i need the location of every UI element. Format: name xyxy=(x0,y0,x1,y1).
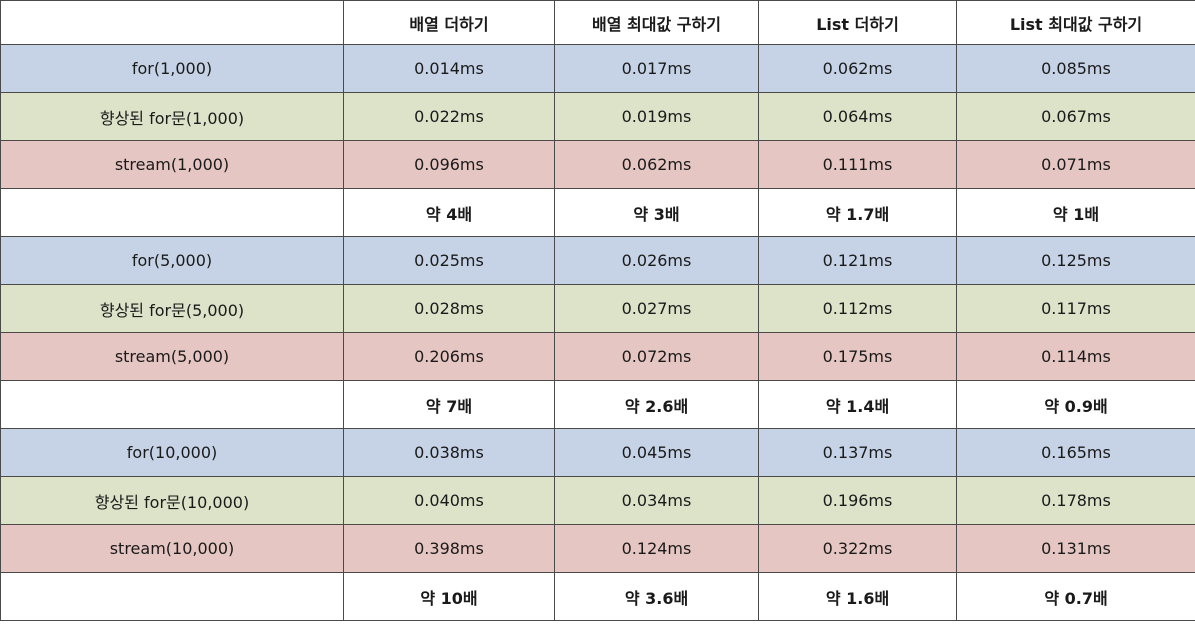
row-label: for(1,000) xyxy=(0,44,344,93)
ratio-row: 약 4배 약 3배 약 1.7배 약 1배 xyxy=(0,188,1195,237)
table-cell: 0.025ms xyxy=(343,236,555,285)
table-cell: 0.096ms xyxy=(343,140,555,189)
row-label: stream(5,000) xyxy=(0,332,344,381)
table-cell: 0.131ms xyxy=(956,524,1195,573)
table-cell: 0.137ms xyxy=(758,428,957,477)
row-label: stream(1,000) xyxy=(0,140,344,189)
table-cell: 0.071ms xyxy=(956,140,1195,189)
table-cell: 0.125ms xyxy=(956,236,1195,285)
row-label: 향상된 for문(5,000) xyxy=(0,284,344,333)
ratio-cell: 약 1.7배 xyxy=(758,188,957,237)
table-cell: 0.117ms xyxy=(956,284,1195,333)
ratio-cell: 약 3배 xyxy=(554,188,759,237)
row-label: 향상된 for문(1,000) xyxy=(0,92,344,141)
table-cell: 0.062ms xyxy=(758,44,957,93)
ratio-row: 약 10배 약 3.6배 약 1.6배 약 0.7배 xyxy=(0,572,1195,621)
table-row: for(5,000) 0.025ms 0.026ms 0.121ms 0.125… xyxy=(0,236,1195,285)
table-cell: 0.022ms xyxy=(343,92,555,141)
table-cell: 0.026ms xyxy=(554,236,759,285)
table-row: stream(1,000) 0.096ms 0.062ms 0.111ms 0.… xyxy=(0,140,1195,189)
ratio-cell: 약 7배 xyxy=(343,380,555,429)
table-row: for(10,000) 0.038ms 0.045ms 0.137ms 0.16… xyxy=(0,428,1195,477)
ratio-cell: 약 4배 xyxy=(343,188,555,237)
table-cell: 0.175ms xyxy=(758,332,957,381)
row-label: for(5,000) xyxy=(0,236,344,285)
table-cell: 0.038ms xyxy=(343,428,555,477)
table-row: for(1,000) 0.014ms 0.017ms 0.062ms 0.085… xyxy=(0,44,1195,93)
table-cell: 0.027ms xyxy=(554,284,759,333)
table-cell: 0.165ms xyxy=(956,428,1195,477)
table-cell: 0.121ms xyxy=(758,236,957,285)
ratio-cell: 약 1.6배 xyxy=(758,572,957,621)
header-row: 배열 더하기 배열 최대값 구하기 List 더하기 List 최대값 구하기 xyxy=(0,0,1195,45)
table-cell: 0.398ms xyxy=(343,524,555,573)
table-cell: 0.072ms xyxy=(554,332,759,381)
ratio-cell: 약 3.6배 xyxy=(554,572,759,621)
ratio-cell: 약 0.7배 xyxy=(956,572,1195,621)
table-cell: 0.206ms xyxy=(343,332,555,381)
table-cell: 0.062ms xyxy=(554,140,759,189)
table-row: stream(10,000) 0.398ms 0.124ms 0.322ms 0… xyxy=(0,524,1195,573)
table-cell: 0.017ms xyxy=(554,44,759,93)
table-cell: 0.196ms xyxy=(758,476,957,525)
table-cell: 0.028ms xyxy=(343,284,555,333)
ratio-cell: 약 1배 xyxy=(956,188,1195,237)
row-label: stream(10,000) xyxy=(0,524,344,573)
header-cell-label xyxy=(0,0,344,45)
row-label xyxy=(0,188,344,237)
header-cell-list-max: List 최대값 구하기 xyxy=(956,0,1195,45)
table-cell: 0.124ms xyxy=(554,524,759,573)
table-cell: 0.322ms xyxy=(758,524,957,573)
table-cell: 0.034ms xyxy=(554,476,759,525)
row-label xyxy=(0,572,344,621)
header-cell-array-max: 배열 최대값 구하기 xyxy=(554,0,759,45)
table-cell: 0.040ms xyxy=(343,476,555,525)
row-label: 향상된 for문(10,000) xyxy=(0,476,344,525)
table-cell: 0.111ms xyxy=(758,140,957,189)
row-label xyxy=(0,380,344,429)
ratio-cell: 약 10배 xyxy=(343,572,555,621)
header-cell-list-sum: List 더하기 xyxy=(758,0,957,45)
ratio-cell: 약 0.9배 xyxy=(956,380,1195,429)
ratio-cell: 약 2.6배 xyxy=(554,380,759,429)
table-cell: 0.045ms xyxy=(554,428,759,477)
table-row: stream(5,000) 0.206ms 0.072ms 0.175ms 0.… xyxy=(0,332,1195,381)
table-row: 향상된 for문(10,000) 0.040ms 0.034ms 0.196ms… xyxy=(0,476,1195,525)
table-row: 향상된 for문(5,000) 0.028ms 0.027ms 0.112ms … xyxy=(0,284,1195,333)
table-cell: 0.014ms xyxy=(343,44,555,93)
table-cell: 0.019ms xyxy=(554,92,759,141)
table-cell: 0.112ms xyxy=(758,284,957,333)
table-row: 향상된 for문(1,000) 0.022ms 0.019ms 0.064ms … xyxy=(0,92,1195,141)
table-cell: 0.114ms xyxy=(956,332,1195,381)
ratio-cell: 약 1.4배 xyxy=(758,380,957,429)
ratio-row: 약 7배 약 2.6배 약 1.4배 약 0.9배 xyxy=(0,380,1195,429)
row-label: for(10,000) xyxy=(0,428,344,477)
table-cell: 0.067ms xyxy=(956,92,1195,141)
table-cell: 0.178ms xyxy=(956,476,1195,525)
table-cell: 0.064ms xyxy=(758,92,957,141)
table-cell: 0.085ms xyxy=(956,44,1195,93)
header-cell-array-sum: 배열 더하기 xyxy=(343,0,555,45)
